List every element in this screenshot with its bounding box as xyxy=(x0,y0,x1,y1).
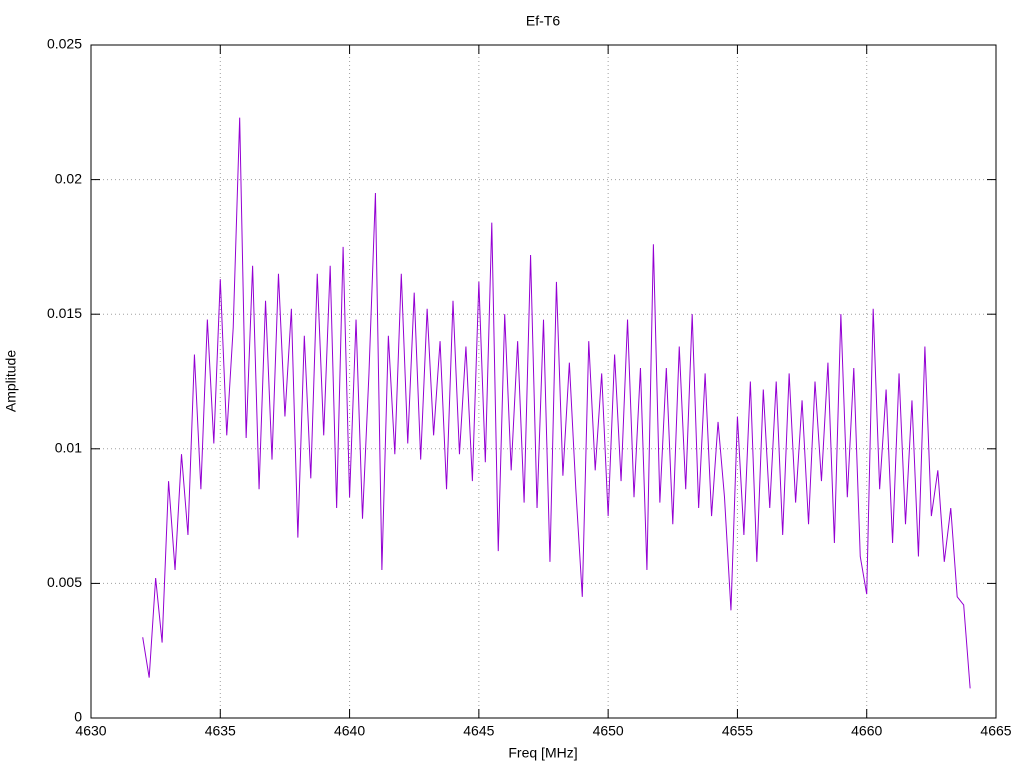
y-tick-label: 0 xyxy=(74,709,82,725)
data-line xyxy=(142,117,971,689)
x-tick-label: 4640 xyxy=(334,723,365,739)
x-axis-label: Freq [MHz] xyxy=(508,745,577,761)
y-tick-label: 0.02 xyxy=(55,170,82,186)
y-tick-label: 0.025 xyxy=(47,36,82,52)
x-tick-label: 4655 xyxy=(722,723,753,739)
x-tick-label: 4660 xyxy=(851,723,882,739)
y-tick-label: 0.01 xyxy=(55,440,82,456)
plot-frame xyxy=(90,44,997,719)
y-axis-label: Amplitude xyxy=(3,350,19,412)
chart-title: Ef-T6 xyxy=(526,13,560,29)
x-tick-label: 4630 xyxy=(75,723,106,739)
x-tick-label: 4645 xyxy=(463,723,494,739)
y-tick-label: 0.015 xyxy=(47,305,82,321)
x-tick-label: 4635 xyxy=(205,723,236,739)
x-tick-label: 4665 xyxy=(980,723,1011,739)
x-tick-label: 4650 xyxy=(593,723,624,739)
y-tick-label: 0.005 xyxy=(47,574,82,590)
